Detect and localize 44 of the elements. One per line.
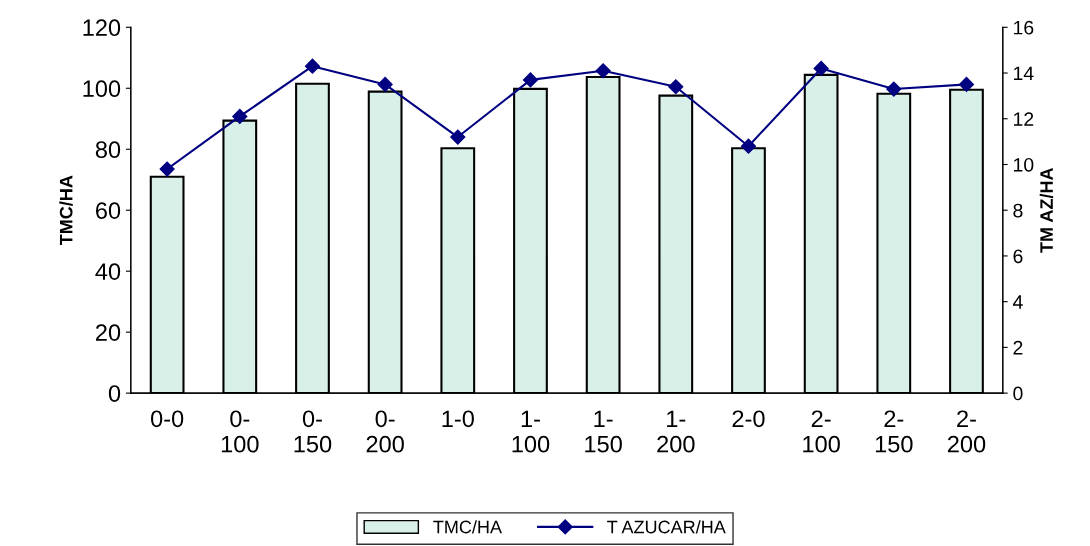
- y-tick-label: 40: [95, 263, 121, 280]
- y2-tick-label: 16: [1014, 20, 1034, 35]
- x-tick-label: 0- 200: [366, 410, 404, 453]
- x-tick-label: 2-0: [732, 410, 765, 428]
- x-tick-label: 2- 100: [803, 410, 840, 453]
- y2-tick-label: 0: [1013, 386, 1023, 401]
- y2-axis-title: TM AZ/HA: [1039, 167, 1054, 253]
- x-tick-label: 1- 200: [657, 410, 695, 453]
- point: [450, 129, 466, 145]
- y-tick-label: 80: [95, 141, 121, 159]
- x-tick-label: 2- 150: [875, 410, 913, 453]
- point: [159, 161, 175, 177]
- x-tick-label: 0- 100: [221, 410, 259, 453]
- point: [740, 138, 757, 154]
- point: [813, 60, 829, 77]
- point: [595, 63, 611, 79]
- y2-tick-label: 14: [1014, 66, 1034, 81]
- legend-label: TMC/HA: [433, 520, 502, 534]
- y2-tick-label: 2: [1013, 340, 1023, 355]
- point: [668, 79, 684, 95]
- point: [377, 76, 393, 93]
- legend-label: T AZUCAR/HA: [607, 520, 726, 534]
- y-tick-label: 20: [96, 324, 121, 341]
- y2-tick-label: 6: [1013, 249, 1023, 264]
- point: [304, 58, 321, 74]
- y2-tick-label: 4: [1012, 295, 1023, 309]
- point: [886, 81, 902, 97]
- x-tick-label: 1-0: [442, 410, 474, 428]
- x-tick-label: 0-0: [150, 410, 184, 428]
- x-tick-label: 0- 150: [294, 410, 332, 453]
- x-tick-label: 2- 200: [947, 410, 986, 453]
- y2-tick-label: 8: [1013, 203, 1023, 218]
- point: [958, 76, 975, 93]
- y2-tick-label: 10: [1014, 157, 1034, 172]
- point: [232, 108, 248, 125]
- y-tick-label: 100: [83, 80, 121, 98]
- y2-tick-label: 12: [1014, 112, 1034, 126]
- point: [522, 72, 539, 88]
- y-axis-title: TMC/HA: [59, 175, 73, 246]
- y-tick-label: 60: [96, 202, 121, 219]
- y-tick-label: 120: [83, 19, 121, 37]
- x-tick-label: 1- 100: [512, 410, 550, 453]
- y-tick-label: 0: [108, 385, 121, 402]
- x-tick-label: 1- 150: [585, 410, 622, 453]
